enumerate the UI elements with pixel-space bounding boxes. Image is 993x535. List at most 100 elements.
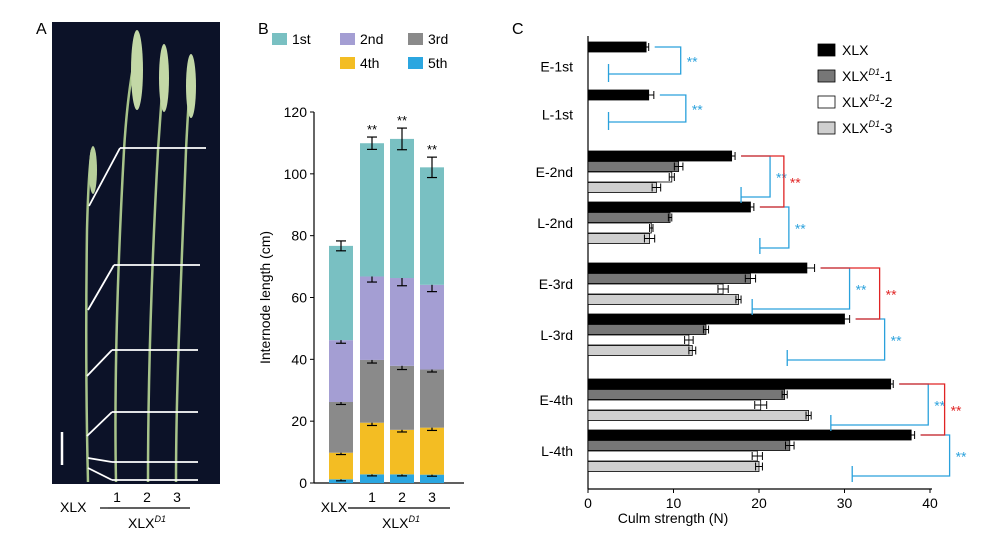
bar-L-2nd bbox=[587, 201, 751, 213]
bar-segment-3rd bbox=[420, 369, 444, 428]
panel-b-group-label: XLXD1 bbox=[382, 514, 420, 531]
panel-b: B 1st 2nd 3rd 4th 5th 0 20 40 60 80 100 120 Intern… bbox=[257, 21, 464, 531]
significance-mark: ** bbox=[776, 170, 787, 186]
bracket-line bbox=[820, 267, 881, 320]
y-tick-label: 0 bbox=[299, 475, 307, 491]
panel-a-mutant-label: XLXD1 bbox=[128, 514, 166, 531]
panel-a-plant-number: 3 bbox=[173, 489, 181, 505]
bar-segment-4th bbox=[329, 452, 353, 480]
panel-a-plant-number: 2 bbox=[143, 489, 151, 505]
y-tick-label: 120 bbox=[284, 104, 308, 120]
category-label: L-4th bbox=[541, 443, 573, 459]
legend-swatch bbox=[817, 43, 836, 57]
error-bar bbox=[805, 411, 812, 420]
node-line bbox=[87, 457, 113, 463]
bar-segment-5th bbox=[390, 474, 414, 483]
category-label: E-3rd bbox=[539, 276, 573, 292]
panel-b-y-axis-label: Internode length (cm) bbox=[257, 231, 273, 364]
panel-c-category-labels: E-1st L-1st E-2nd L-2nd E-3rd L-3rd E-4th L-4th bbox=[536, 58, 573, 459]
bar-E-2nd bbox=[587, 171, 673, 183]
panel-b-bars: ****************************** bbox=[329, 113, 444, 483]
legend-label: XLXD1-2 bbox=[842, 93, 893, 110]
node-line bbox=[86, 411, 113, 437]
panel-a: A bbox=[36, 21, 220, 531]
x-tick-label: 2 bbox=[398, 489, 406, 505]
error-bar bbox=[702, 325, 710, 334]
legend-label-suffix: -3 bbox=[880, 120, 893, 136]
bar-E-4th bbox=[587, 399, 762, 411]
bar-L-4th bbox=[587, 450, 758, 462]
legend-label-5th: 5th bbox=[428, 55, 447, 71]
bracket-line bbox=[899, 383, 946, 436]
panicle-d1-3 bbox=[186, 54, 196, 118]
significance-mark: ** bbox=[692, 102, 703, 118]
error-bar bbox=[887, 380, 894, 388]
bar-segment-1st bbox=[329, 245, 353, 341]
bar-segment-2nd bbox=[420, 284, 444, 370]
bar-segment-2nd bbox=[329, 340, 353, 402]
error-bar bbox=[798, 264, 816, 272]
x-tick-label: 0 bbox=[584, 495, 592, 511]
error-bar bbox=[684, 336, 694, 344]
node-line bbox=[86, 349, 113, 377]
error-bar bbox=[397, 127, 407, 151]
legend-swatch-4th bbox=[340, 57, 355, 69]
bar-L-3rd bbox=[587, 345, 693, 356]
bar-segment-4th bbox=[360, 422, 384, 475]
significance-bracket-red bbox=[741, 155, 785, 208]
legend-label-base: XLX bbox=[842, 42, 869, 58]
significance-mark: ** bbox=[886, 287, 897, 303]
node-line bbox=[88, 147, 121, 207]
bracket-line bbox=[852, 434, 951, 477]
category-label: L-2nd bbox=[537, 215, 573, 231]
bracket-line bbox=[608, 94, 687, 123]
x-tick-label: 3 bbox=[428, 489, 436, 505]
panel-c-bars bbox=[587, 41, 916, 472]
legend-swatch-1st bbox=[272, 33, 287, 45]
panel-b-x-labels: XLX 1 2 3 bbox=[321, 489, 436, 515]
bar-L-3rd bbox=[587, 334, 690, 346]
bar-E-4th bbox=[587, 389, 786, 400]
error-bar bbox=[755, 462, 763, 471]
error-bar bbox=[427, 156, 437, 179]
significance-bracket bbox=[607, 46, 682, 82]
bracket-line bbox=[830, 383, 929, 426]
legend-swatch-2nd bbox=[340, 33, 355, 45]
node-line bbox=[87, 264, 115, 311]
error-bar bbox=[717, 285, 729, 293]
category-label: L-1st bbox=[542, 106, 573, 122]
error-bar bbox=[754, 401, 768, 409]
bar-E-4th bbox=[587, 410, 809, 421]
error-bar bbox=[668, 173, 675, 181]
significance-bracket bbox=[759, 206, 790, 254]
panel-b-legend: 1st 2nd 3rd 4th 5th bbox=[272, 31, 448, 71]
legend-swatch bbox=[817, 95, 836, 109]
bar-E-4th bbox=[587, 378, 892, 390]
legend-label-sup: D1 bbox=[868, 93, 880, 103]
bar-segment-2nd bbox=[390, 278, 414, 366]
bar-E-3rd bbox=[587, 262, 808, 274]
legend-label-suffix: -1 bbox=[880, 68, 893, 84]
bar-segment-2nd bbox=[360, 276, 384, 360]
error-bar bbox=[643, 234, 656, 243]
bracket-line bbox=[787, 318, 886, 361]
legend-swatch bbox=[817, 69, 836, 83]
bar-L-3rd bbox=[587, 324, 707, 335]
y-tick-label: 100 bbox=[284, 166, 308, 182]
y-tick-label: 80 bbox=[291, 228, 307, 244]
node-lines bbox=[86, 147, 206, 481]
bar-L-2nd bbox=[587, 212, 671, 223]
significance-mark: ** bbox=[951, 403, 962, 419]
panicle-d1-2 bbox=[159, 44, 169, 112]
error-bar bbox=[907, 431, 916, 439]
legend-label: XLXD1-3 bbox=[842, 119, 893, 136]
significance-bracket-red bbox=[899, 383, 946, 436]
bar-L-2nd bbox=[587, 222, 652, 234]
significance-mark: ** bbox=[795, 221, 806, 237]
x-tick-label: 10 bbox=[666, 495, 682, 511]
bar-segment-3rd bbox=[390, 365, 414, 430]
bar-segment-4th bbox=[420, 427, 444, 475]
error-bar bbox=[643, 43, 650, 51]
error-bar bbox=[744, 274, 757, 283]
